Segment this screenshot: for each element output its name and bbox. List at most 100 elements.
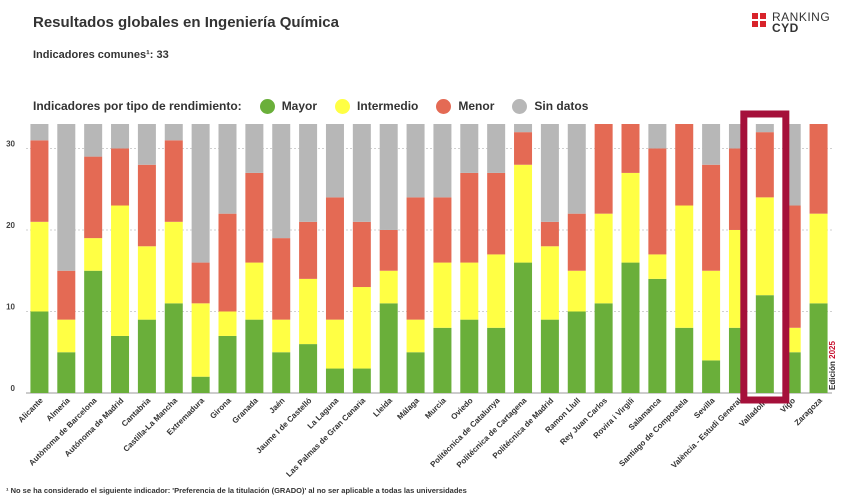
bar-murcia-mayor <box>433 327 452 393</box>
bar-autonoma-de-madrid-intermedio <box>111 205 130 336</box>
bar-lleida-intermedio <box>379 270 398 304</box>
bar-malaga-menor <box>406 197 425 320</box>
bar-sevilla-mayor <box>702 360 721 393</box>
bar-politecnica-de-madrid-mayor <box>540 319 559 393</box>
bar-granada-sin-datos <box>245 124 264 173</box>
bar-jaen-mayor <box>272 352 291 393</box>
bar-oviedo-mayor <box>460 319 479 393</box>
bar-murcia-intermedio <box>433 262 452 328</box>
x-tick-label-alicante: Alicante <box>16 396 45 425</box>
bar-alicante-menor <box>30 140 49 222</box>
bar-ramon-llull-menor <box>567 213 586 271</box>
bar-alicante-sin-datos <box>30 124 49 141</box>
bar-la-laguna-sin-datos <box>325 124 344 198</box>
bar-santiago-de-compostela-menor <box>675 124 694 206</box>
bar-extremadura-sin-datos <box>191 124 210 263</box>
bar-oviedo-menor <box>460 172 479 263</box>
legend-label-sin-datos: Sin datos <box>534 99 589 113</box>
bar-granada-intermedio <box>245 262 264 320</box>
legend-item-menor[interactable]: Menor <box>436 98 495 114</box>
x-tick-label-rey-juan-carlos: Rey Juan Carlos <box>558 396 609 447</box>
bar-murcia-menor <box>433 197 452 263</box>
bar-zaragoza-intermedio <box>809 213 828 304</box>
bar-salamanca-intermedio <box>648 254 667 279</box>
legend: Indicadores por tipo de rendimiento: May… <box>33 96 606 116</box>
bar-almeria-intermedio <box>57 319 76 353</box>
bar-castilla-la-mancha-sin-datos <box>164 124 183 141</box>
bar-lleida-sin-datos <box>379 124 398 230</box>
logo-squares-icon <box>752 13 766 27</box>
bar-politecnica-de-cartagena-mayor <box>514 262 533 393</box>
bar-murcia-sin-datos <box>433 124 452 198</box>
bar-valladolid-mayor <box>755 295 774 393</box>
bar-malaga-intermedio <box>406 319 425 353</box>
bar-castilla-la-mancha-mayor <box>164 303 183 393</box>
bar-malaga-sin-datos <box>406 124 425 198</box>
legend-label-menor: Menor <box>458 99 495 113</box>
logo-text-ranking: RANKING <box>772 10 831 24</box>
bar-autonoma-de-barcelona-intermedio <box>84 238 103 271</box>
bar-girona-mayor <box>218 335 237 393</box>
legend-item-sin-datos[interactable]: Sin datos <box>512 98 589 114</box>
edition-label: Edición 2025 <box>828 341 837 390</box>
bar-zaragoza-mayor <box>809 303 828 393</box>
y-tick-label: 10 <box>6 302 15 311</box>
bar-las-palmas-de-gran-canaria-mayor <box>352 368 371 393</box>
bar-ramon-llull-sin-datos <box>567 124 586 214</box>
bar-politecnica-de-catalunya-mayor <box>487 327 506 393</box>
bar-las-palmas-de-gran-canaria-intermedio <box>352 287 371 369</box>
bar-cantabria-sin-datos <box>137 124 156 165</box>
bar-politecnica-de-catalunya-intermedio <box>487 254 506 328</box>
logo-text-cyd: CYD <box>772 21 799 35</box>
x-tick-label-sevilla: Sevilla <box>692 396 717 421</box>
bar-zaragoza-menor <box>809 124 828 214</box>
bar-girona-menor <box>218 213 237 312</box>
legend-item-mayor[interactable]: Mayor <box>259 98 317 114</box>
bar-autonoma-de-madrid-sin-datos <box>111 124 130 149</box>
bar-almeria-menor <box>57 270 76 320</box>
bar-alicante-mayor <box>30 311 49 393</box>
bar-alicante-intermedio <box>30 221 49 312</box>
bar-santiago-de-compostela-intermedio <box>675 205 694 328</box>
bar-valladolid-intermedio <box>755 197 774 296</box>
chart-title: Resultados globales en Ingeniería Químic… <box>33 14 339 31</box>
bar-lleida-mayor <box>379 303 398 393</box>
x-tick-label-jaen: Jaén <box>267 396 286 415</box>
bar-girona-sin-datos <box>218 124 237 214</box>
bar-jaen-menor <box>272 238 291 320</box>
bar-la-laguna-menor <box>325 197 344 320</box>
legend-item-intermedio[interactable]: Intermedio <box>335 98 418 114</box>
bar-salamanca-menor <box>648 148 667 255</box>
bar-sevilla-sin-datos <box>702 124 721 165</box>
bar-jaume-i-de-castello-mayor <box>299 344 318 393</box>
bar-politecnica-de-catalunya-sin-datos <box>487 124 506 173</box>
bar-salamanca-sin-datos <box>648 124 667 149</box>
bar-ramon-llull-intermedio <box>567 270 586 312</box>
bar-politecnica-de-madrid-sin-datos <box>540 124 559 222</box>
legend-dot-sin-datos <box>512 98 528 114</box>
bar-las-palmas-de-gran-canaria-sin-datos <box>352 124 371 222</box>
bar-la-laguna-intermedio <box>325 319 344 369</box>
bar-granada-mayor <box>245 319 264 393</box>
x-tick-label-murcia: Murcia <box>423 396 448 421</box>
bar-castilla-la-mancha-menor <box>164 140 183 222</box>
legend-dot-intermedio <box>335 98 351 114</box>
bar-rey-juan-carlos-menor <box>594 124 613 214</box>
bar-jaume-i-de-castello-intermedio <box>299 278 318 345</box>
bar-cantabria-mayor <box>137 319 156 393</box>
x-tick-label-malaga: Málaga <box>395 396 421 422</box>
bar-extremadura-intermedio <box>191 303 210 377</box>
bar-valladolid-menor <box>755 132 774 198</box>
bar-lleida-menor <box>379 229 398 271</box>
bar-rovira-i-virgili-mayor <box>621 262 640 393</box>
bar-jaen-sin-datos <box>272 124 291 239</box>
bar-politecnica-de-cartagena-sin-datos <box>514 124 533 133</box>
bar-granada-menor <box>245 172 264 263</box>
y-tick-label: 0 <box>11 384 16 393</box>
legend-dot-mayor <box>259 98 275 114</box>
bar-jaume-i-de-castello-menor <box>299 221 318 279</box>
bar-extremadura-mayor <box>191 376 210 393</box>
bar-jaen-intermedio <box>272 319 291 353</box>
bar-sevilla-menor <box>702 164 721 271</box>
ranking-cyd-logo: RANKING CYD <box>752 10 832 35</box>
